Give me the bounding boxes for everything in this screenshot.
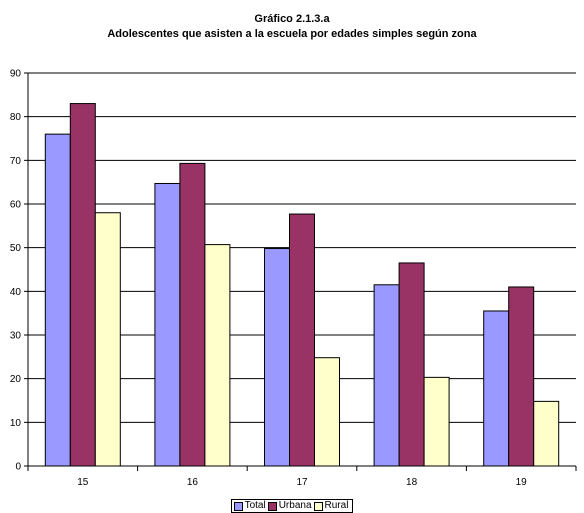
- x-tick-label: 17: [296, 477, 308, 488]
- y-tick-label: 50: [10, 243, 22, 254]
- chart-title: Gráfico 2.1.3.a: [254, 13, 330, 25]
- y-tick-label: 30: [10, 331, 22, 342]
- legend-item-rural: Rural: [313, 500, 349, 512]
- legend-label: Urbana: [278, 500, 312, 511]
- y-tick-label: 70: [10, 156, 22, 167]
- bar-total-15: [44, 133, 71, 467]
- x-tick-label: 19: [516, 477, 528, 488]
- y-tick-label: 80: [10, 112, 22, 123]
- bar-total-19: [483, 310, 510, 467]
- bar-rural-16: [204, 244, 231, 467]
- legend-swatch: [233, 501, 243, 511]
- bar-rural-15: [94, 212, 121, 467]
- legend-box: Total Urbana Rural: [230, 499, 354, 513]
- bar-urbana-18: [398, 262, 425, 467]
- y-tick-label: 90: [10, 69, 22, 80]
- legend-label: Rural: [324, 500, 349, 511]
- bar-total-17: [264, 248, 290, 467]
- legend: Total Urbana Rural: [0, 499, 584, 513]
- chart-subtitle: Adolescentes que asisten a la escuela po…: [107, 28, 477, 40]
- bar-urbana-19: [508, 286, 535, 467]
- legend-label: Total: [244, 500, 266, 511]
- bar-rural-19: [533, 400, 560, 467]
- y-tick-label: 10: [10, 418, 22, 429]
- bar-rural-18: [423, 376, 450, 467]
- bar-urbana-15: [69, 103, 96, 467]
- legend-item-total: Total: [233, 500, 266, 512]
- bar-urbana-16: [179, 162, 206, 467]
- y-tick-label: 40: [10, 287, 22, 298]
- bar-rural-17: [314, 357, 340, 467]
- bar-total-18: [373, 284, 400, 467]
- x-tick-label: 18: [406, 477, 418, 488]
- legend-item-urbana: Urbana: [267, 500, 312, 512]
- y-tick-label: 20: [10, 374, 22, 385]
- y-tick-label: 60: [10, 200, 22, 211]
- x-tick-label: 15: [77, 477, 89, 488]
- bar-urbana-17: [289, 213, 315, 467]
- x-tick-label: 16: [187, 477, 199, 488]
- bar-total-16: [154, 182, 181, 467]
- legend-swatch: [267, 501, 277, 511]
- legend-swatch: [313, 501, 323, 511]
- y-tick-label: 0: [15, 462, 21, 473]
